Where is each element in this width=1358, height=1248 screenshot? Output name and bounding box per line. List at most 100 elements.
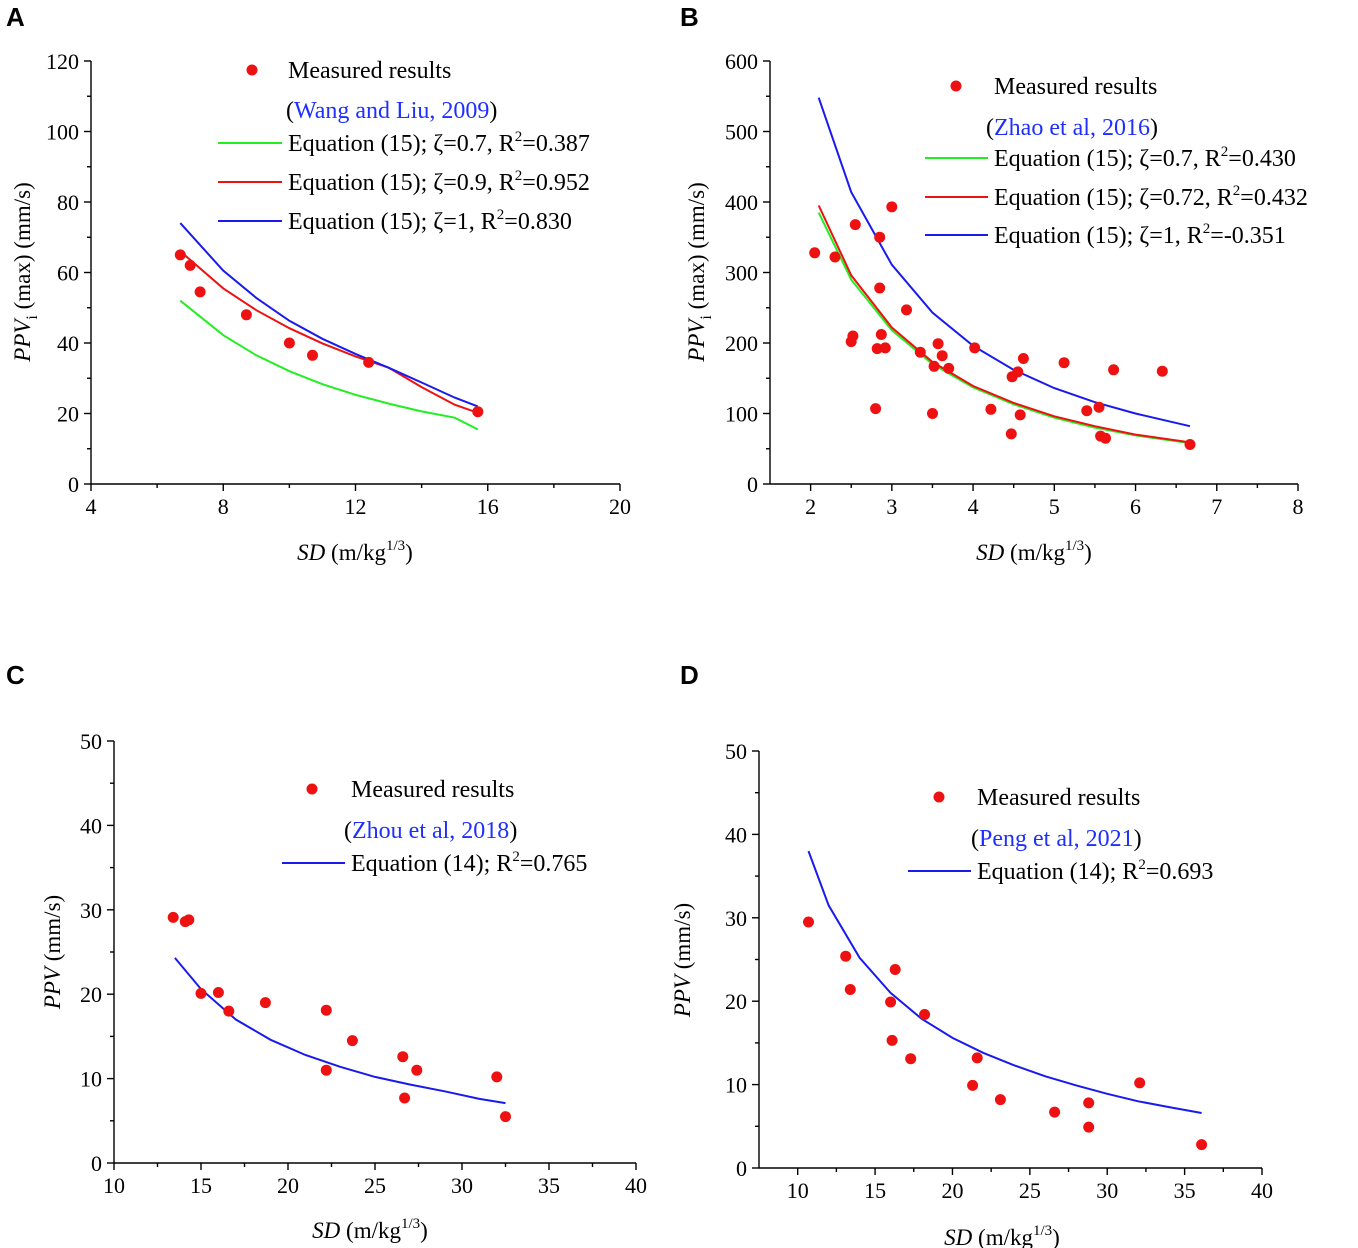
data-point [844, 984, 856, 995]
legend-measured-label: Measured results [351, 777, 514, 803]
y-tick-label: 20 [80, 982, 102, 1007]
data-point [472, 406, 484, 418]
panel-letter: D [680, 660, 699, 690]
y-tick-label: 400 [725, 190, 758, 215]
y-tick-label: 0 [736, 1156, 747, 1181]
y-tick-label: 20 [57, 402, 79, 427]
data-point [320, 1064, 332, 1076]
data-point [886, 1034, 898, 1046]
fit-curve-1 [807, 850, 1202, 1114]
data-point [847, 330, 859, 342]
data-point [874, 231, 886, 243]
x-tick-label: 20 [941, 1178, 963, 1203]
data-point [943, 362, 955, 374]
x-tick-label: 7 [1211, 494, 1222, 519]
legend-equation-label-3: Equation (15); ζ=1, R2=-0.351 [994, 221, 1286, 249]
y-tick-label: 40 [57, 331, 79, 356]
x-tick-label: 30 [451, 1173, 473, 1198]
y-tick-label: 50 [80, 729, 102, 754]
data-point [919, 1009, 931, 1020]
y-axis-title: PPVi (max) (mm/s) [10, 182, 41, 362]
data-point [1014, 409, 1026, 421]
legend-measured-label: Measured results [977, 785, 1140, 811]
x-tick-label: 8 [218, 494, 229, 519]
legend-reference: (Zhou et al, 2018) [344, 818, 517, 844]
y-tick-label: 30 [80, 898, 102, 923]
data-point [1083, 1121, 1095, 1133]
x-tick-label: 4 [968, 494, 979, 519]
y-tick-label: 100 [46, 120, 79, 145]
data-point [411, 1064, 423, 1076]
data-point [936, 350, 948, 362]
y-tick-label: 600 [725, 49, 758, 74]
y-tick-label: 60 [57, 261, 79, 286]
legend-equation-label-3: Equation (15); ζ=1, R2=0.830 [288, 207, 572, 235]
data-point [1093, 401, 1105, 413]
data-point [1012, 366, 1024, 378]
panel-letter: C [6, 660, 25, 690]
x-tick-label: 6 [1130, 494, 1141, 519]
y-axis-title: PPV (mm/s) [40, 895, 65, 1010]
x-axis-title: SD (m/kg1/3) [944, 1223, 1060, 1248]
data-point [871, 343, 883, 355]
x-tick-label: 10 [787, 1178, 809, 1203]
y-tick-label: 500 [725, 120, 758, 145]
data-point [320, 1004, 332, 1016]
legend-measured-label: Measured results [288, 58, 451, 84]
x-tick-label: 30 [1096, 1178, 1118, 1203]
y-tick-label: 0 [68, 472, 79, 497]
x-tick-label: 40 [625, 1173, 647, 1198]
x-axis-title: SD (m/kg1/3) [297, 538, 413, 565]
y-tick-label: 100 [725, 402, 758, 427]
y-tick-label: 30 [725, 906, 747, 931]
x-tick-label: 20 [609, 494, 631, 519]
x-tick-label: 10 [103, 1173, 125, 1198]
data-point [1196, 1139, 1208, 1151]
data-point [1100, 432, 1111, 444]
y-tick-label: 10 [725, 1073, 747, 1098]
y-tick-label: 40 [725, 822, 747, 847]
legend-equation-label-2: Equation (15); ζ=0.9, R2=0.952 [288, 168, 590, 196]
x-tick-label: 8 [1293, 494, 1304, 519]
data-point [840, 950, 852, 962]
legend-equation-label-1: Equation (14); R2=0.765 [351, 849, 587, 877]
x-tick-label: 2 [805, 494, 816, 519]
legend-reference: (Peng et al, 2021) [971, 826, 1142, 852]
data-point [985, 403, 997, 415]
data-point [167, 911, 179, 923]
panel-B: B 2 3 4 5 6 7 8 0 100 200 300 400 500 600 PPVi (max) (m… [680, 2, 1308, 565]
data-point [849, 219, 861, 231]
panel-letter: A [6, 2, 25, 32]
data-point [901, 304, 912, 316]
data-point [1017, 353, 1029, 364]
data-point [1058, 357, 1070, 369]
data-point [875, 329, 887, 340]
x-tick-label: 4 [86, 494, 97, 519]
y-tick-label: 80 [57, 190, 79, 215]
x-axis-title: SD (m/kg1/3) [976, 538, 1092, 565]
fit-curve-2 [817, 205, 1191, 444]
data-point [1081, 405, 1093, 417]
data-point [927, 408, 938, 419]
data-point [500, 1111, 511, 1123]
data-point [879, 342, 891, 354]
data-point [932, 338, 944, 350]
data-point [1134, 1077, 1146, 1089]
data-point [1005, 428, 1017, 440]
data-point [212, 987, 224, 998]
data-point [1184, 439, 1196, 450]
data-point [874, 282, 886, 294]
data-point [346, 1035, 358, 1047]
y-tick-label: 300 [725, 261, 758, 286]
data-point [914, 346, 926, 358]
data-point [969, 342, 981, 354]
y-tick-label: 10 [80, 1067, 102, 1092]
legend-measured-label: Measured results [994, 74, 1157, 100]
panel-D: D 10 15 20 25 30 35 40 0 10 20 30 40 50 PPV (mm/s) SD (… [670, 660, 1273, 1248]
y-tick-label: 20 [725, 989, 747, 1014]
x-tick-label: 15 [190, 1173, 212, 1198]
data-point [1049, 1106, 1061, 1118]
y-tick-label: 50 [725, 739, 747, 764]
x-tick-label: 15 [864, 1178, 886, 1203]
x-tick-label: 5 [1049, 494, 1060, 519]
